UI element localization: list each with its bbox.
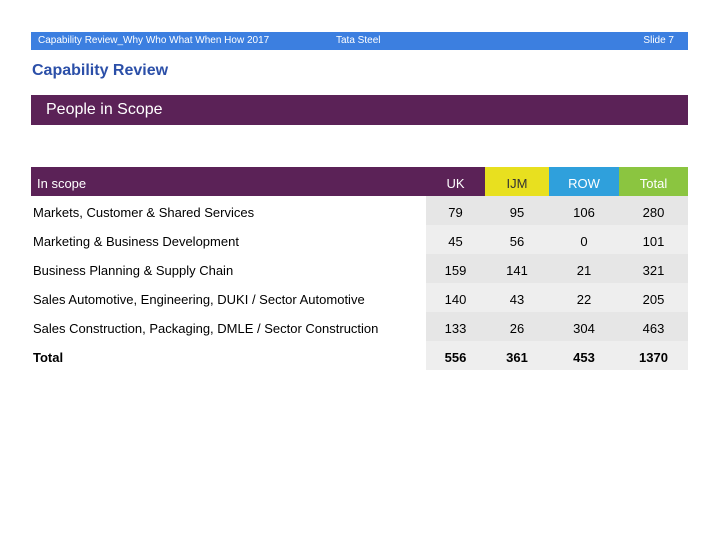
cell-total: 463 (619, 312, 688, 341)
row-label: Business Planning & Supply Chain (31, 254, 426, 283)
table-row: Sales Automotive, Engineering, DUKI / Se… (31, 283, 688, 312)
cell-row: 0 (549, 225, 619, 254)
cell-row: 21 (549, 254, 619, 283)
row-label: Marketing & Business Development (31, 225, 426, 254)
cell-total: 205 (619, 283, 688, 312)
cell-uk: 79 (426, 196, 485, 225)
row-label: Markets, Customer & Shared Services (31, 196, 426, 225)
cell-ijm: 95 (485, 196, 549, 225)
people-in-scope-table: In scope UK IJM ROW Total Markets, Custo… (31, 167, 688, 370)
cell-total: 280 (619, 196, 688, 225)
table-row: Sales Construction, Packaging, DMLE / Se… (31, 312, 688, 341)
cell-row: 106 (549, 196, 619, 225)
row-label: Sales Construction, Packaging, DMLE / Se… (31, 312, 426, 341)
cell-total: 321 (619, 254, 688, 283)
total-row: 453 (549, 341, 619, 370)
company-name: Tata Steel (336, 35, 381, 46)
total-uk: 556 (426, 341, 485, 370)
total-ijm: 361 (485, 341, 549, 370)
cell-uk: 140 (426, 283, 485, 312)
column-header-ijm: IJM (485, 167, 549, 196)
table-row: Business Planning & Supply Chain 159 141… (31, 254, 688, 283)
cell-row: 304 (549, 312, 619, 341)
total-total: 1370 (619, 341, 688, 370)
cell-uk: 45 (426, 225, 485, 254)
total-row-label: Total (33, 350, 64, 365)
cell-row: 22 (549, 283, 619, 312)
column-header-uk: UK (426, 167, 485, 196)
column-header-row: ROW (549, 167, 619, 196)
in-scope-header: In scope (31, 167, 426, 196)
column-header-total: Total (619, 167, 688, 196)
cell-ijm: 56 (485, 225, 549, 254)
cell-ijm: 26 (485, 312, 549, 341)
banner-title: People in Scope (46, 101, 163, 118)
cell-total: 101 (619, 225, 688, 254)
banner: People in Scope (31, 95, 688, 125)
table-row: Marketing & Business Development 45 56 0… (31, 225, 688, 254)
table-total-row: Total 556 361 453 1370 (31, 341, 688, 370)
table-row: Markets, Customer & Shared Services 79 9… (31, 196, 688, 225)
table-header-row: In scope UK IJM ROW Total (31, 167, 688, 196)
cell-ijm: 141 (485, 254, 549, 283)
row-label: Sales Automotive, Engineering, DUKI / Se… (31, 283, 426, 312)
cell-uk: 159 (426, 254, 485, 283)
header-bar: Capability Review_Why Who What When How … (31, 32, 688, 50)
cell-uk: 133 (426, 312, 485, 341)
cell-ijm: 43 (485, 283, 549, 312)
document-title: Capability Review_Why Who What When How … (38, 35, 270, 46)
section-title: Capability Review (32, 62, 169, 79)
slide-number: Slide 7 (643, 35, 674, 46)
